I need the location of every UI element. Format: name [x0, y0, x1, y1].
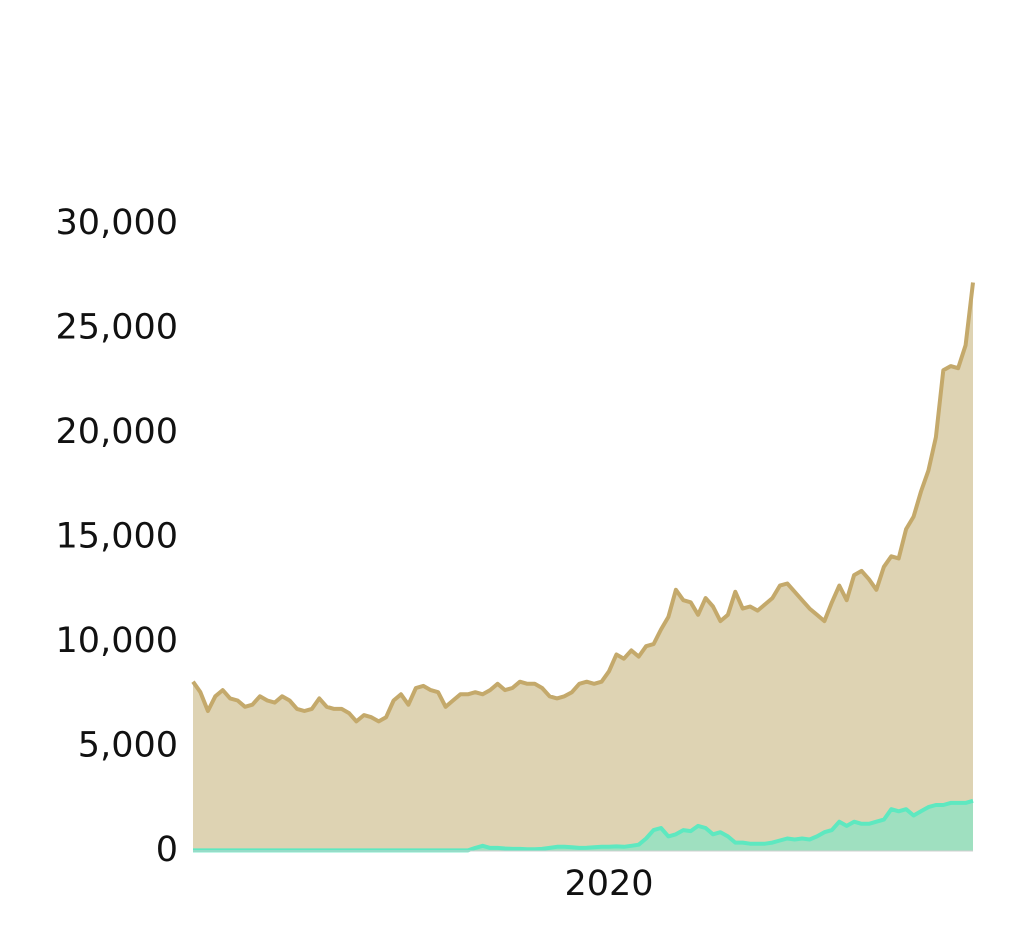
y-tick-label: 5,000 [78, 726, 178, 766]
y-tick-label: 15,000 [56, 517, 178, 557]
y-tick-label: 30,000 [56, 203, 178, 243]
y-tick-label: 20,000 [56, 412, 178, 452]
x-tick-label: 2020 [564, 864, 653, 904]
y-tick-label: 10,000 [56, 621, 178, 661]
area-fill [193, 282, 973, 851]
area-fill [193, 800, 973, 851]
area-line [191, 282, 975, 724]
area-line [193, 798, 974, 853]
y-tick-label: 0 [156, 830, 178, 870]
y-tick-label: 25,000 [56, 308, 178, 348]
